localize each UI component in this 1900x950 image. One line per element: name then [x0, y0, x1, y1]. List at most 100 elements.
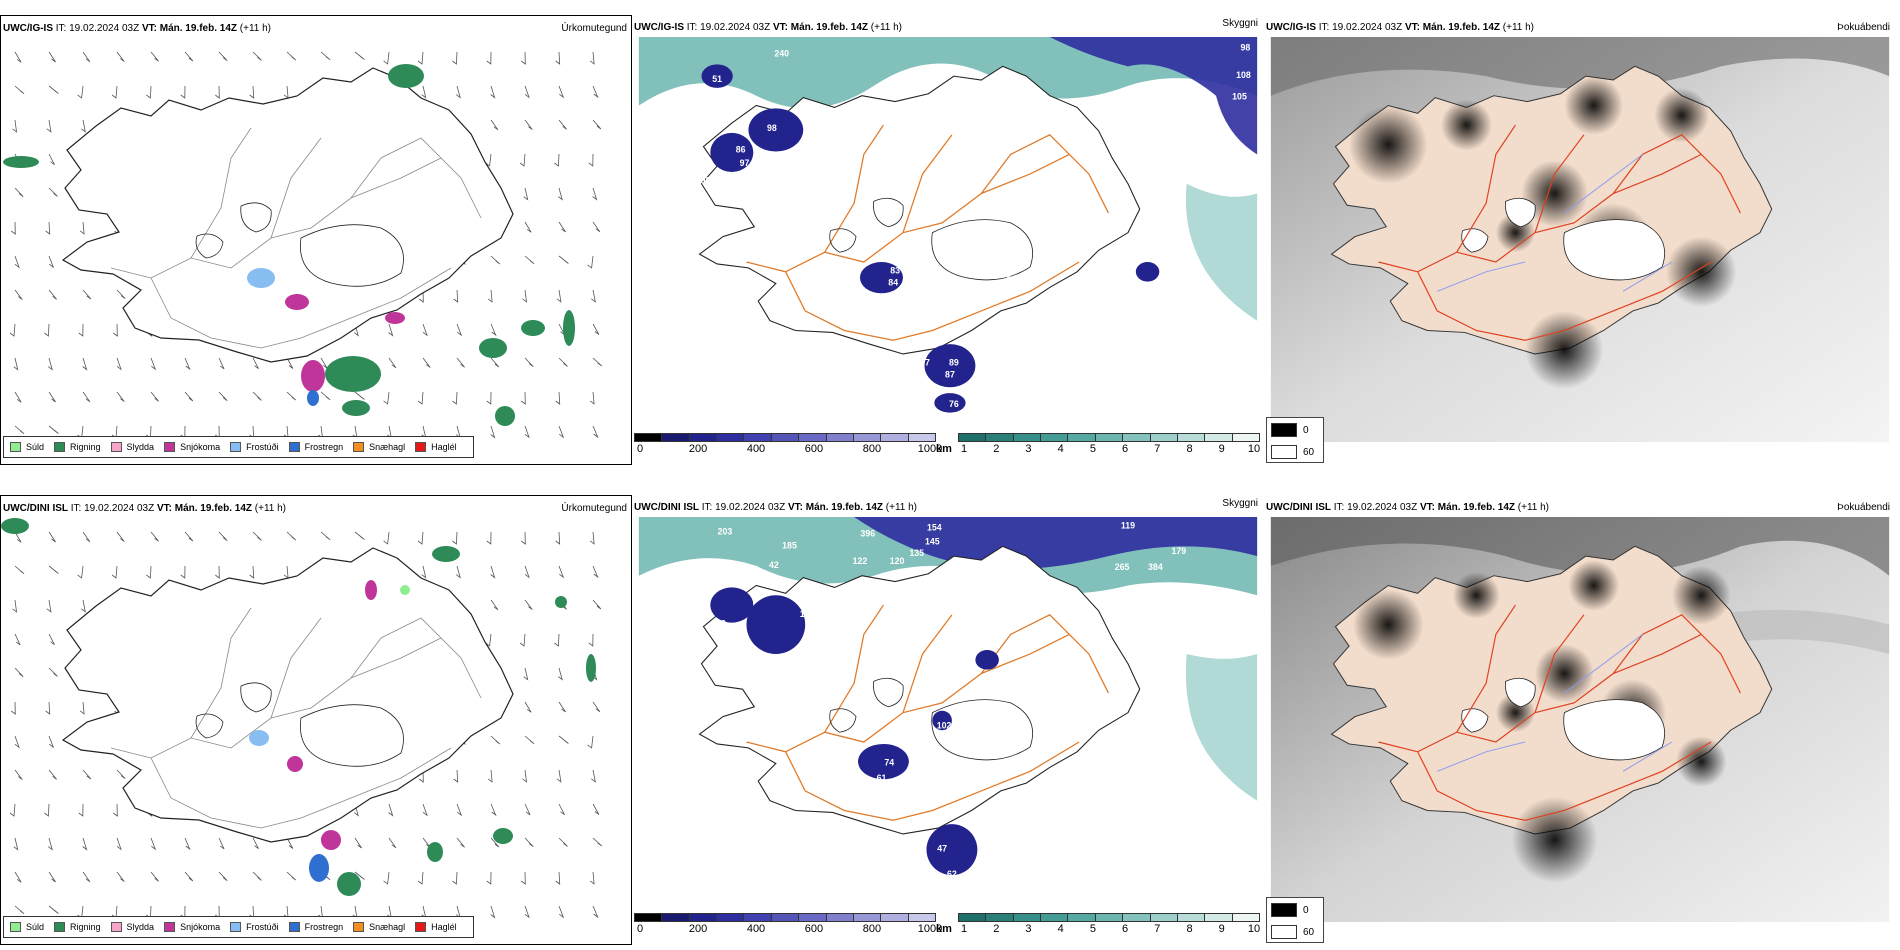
wind-barb	[354, 51, 365, 60]
wind-barb	[524, 837, 534, 848]
wind-barb	[82, 357, 88, 371]
wind-barb	[524, 221, 532, 233]
cloud-base-label: 119	[1121, 521, 1135, 531]
wind-barb	[490, 85, 496, 99]
cloudbase-bin	[744, 434, 772, 441]
wind-barb	[14, 905, 25, 915]
wind-barb	[589, 531, 595, 545]
wind-barb	[150, 837, 157, 851]
visibility-bin	[1013, 434, 1042, 441]
visibility-tick: 2	[993, 923, 1000, 935]
wind-barb	[557, 187, 563, 201]
visibility-unit: km	[936, 923, 952, 935]
cloud-base-label: 51	[886, 391, 896, 401]
visibility-bin	[1095, 434, 1124, 441]
wind-barb	[558, 735, 569, 744]
wind-barb	[591, 769, 596, 783]
wind-barb	[558, 119, 567, 130]
wind-barb	[354, 391, 365, 400]
wind-barb	[486, 391, 492, 405]
cloud-base-label: 84	[1123, 262, 1133, 272]
cloud-base-label: 185	[782, 540, 797, 550]
wind-barb	[456, 837, 465, 848]
wind-barb	[591, 289, 596, 303]
precip-type-panel-bottom: UWC/DINI ISL IT: 19.02.2024 03Z VT: Mán.…	[0, 495, 632, 945]
cloud-base-label: 589	[1238, 630, 1253, 640]
legend-label: Snjókoma	[180, 922, 221, 932]
wind-barb	[485, 633, 492, 647]
cloudbase-bin	[662, 914, 690, 921]
model-name: UWC/IG-IS	[634, 22, 684, 33]
wind-barb	[45, 701, 51, 715]
panel-title: Úrkomutegund	[561, 23, 627, 34]
cloud-base-label: 154	[927, 523, 942, 533]
wind-barb	[252, 51, 262, 61]
wind-barb	[592, 425, 599, 439]
wind-barb	[14, 85, 25, 95]
cloudbase-tick: 1000	[917, 923, 943, 935]
wind-barb	[383, 531, 390, 545]
wind-barb	[46, 599, 52, 613]
panel-header: UWC/DINI ISL IT: 19.02.2024 03Z VT: Mán.…	[634, 498, 1260, 515]
wind-barb	[11, 221, 16, 235]
wind-barb	[486, 871, 492, 885]
wind-barb	[452, 531, 458, 545]
wind-barb	[592, 701, 601, 713]
visibility-panel-top: UWC/IG-IS IT: 19.02.2024 03Z VT: Mán. 19…	[632, 15, 1264, 465]
wind-barb	[453, 289, 459, 303]
wind-barb	[111, 565, 118, 579]
wind-barb	[218, 51, 228, 62]
wind-barb	[589, 871, 595, 885]
precip-type-panel-top: UWC/IG-IS IT: 19.02.2024 03Z VT: Mán. 19…	[0, 15, 632, 465]
wind-barb	[44, 803, 50, 817]
cloudbase-tick: 400	[746, 923, 766, 935]
cloudbase-bar	[634, 913, 936, 922]
visibility-map: 203 3961541451351201221854211917999101116…	[638, 517, 1258, 922]
cloud-base-label: 133	[1027, 624, 1042, 634]
lead-time: (+11 h)	[239, 23, 272, 34]
cloud-base-label: 102	[776, 836, 791, 846]
cloudbase-tick: 0	[636, 923, 644, 935]
wind-barb	[455, 565, 461, 579]
wind-barb	[48, 85, 59, 94]
visibility-bin	[1150, 914, 1178, 921]
wind-barb	[14, 531, 22, 543]
wind-barb	[456, 357, 465, 368]
wind-barb	[524, 905, 530, 919]
visibility-tick: 1	[960, 443, 968, 455]
wind-barb	[184, 871, 194, 882]
cloudbase-bin	[771, 434, 800, 441]
wind-barb	[82, 289, 92, 300]
cloud-base-label: 203	[718, 527, 733, 537]
wind-barb	[184, 357, 191, 371]
model-name: UWC/IG-IS	[3, 23, 53, 34]
cloud-base-label: 51	[712, 74, 722, 84]
wind-barb	[421, 85, 427, 99]
wind-barb	[14, 735, 20, 749]
cloud-base-label: 116	[824, 619, 838, 629]
wind-barb	[116, 289, 126, 300]
cloudbase-bin	[771, 914, 800, 921]
precip-map	[1, 518, 603, 919]
cloud-base-label: 62	[947, 869, 957, 879]
visibility-tick: 2	[993, 443, 1000, 455]
visibility-bin	[1123, 434, 1151, 441]
wind-barb	[558, 701, 566, 713]
swatch-rigning	[54, 922, 66, 932]
wind-barb	[48, 255, 55, 269]
wind-barb	[13, 837, 19, 851]
wind-barb	[215, 565, 220, 579]
wind-barb	[286, 51, 297, 61]
visibility-tick: 3	[1025, 443, 1032, 455]
wind-barb	[150, 357, 157, 371]
legend-label: Súld	[26, 442, 45, 452]
legend-label: Slydda	[126, 442, 155, 452]
cloud-base-label: 108	[1236, 70, 1251, 80]
it-value: 19.02.2024 03Z	[1332, 22, 1403, 33]
wind-barb	[48, 905, 59, 914]
visibility-tick: 1	[960, 923, 968, 935]
wind-barb	[422, 323, 428, 337]
visibility-bin	[959, 434, 987, 441]
it-label: IT:	[55, 23, 67, 34]
wind-barb	[592, 565, 599, 579]
